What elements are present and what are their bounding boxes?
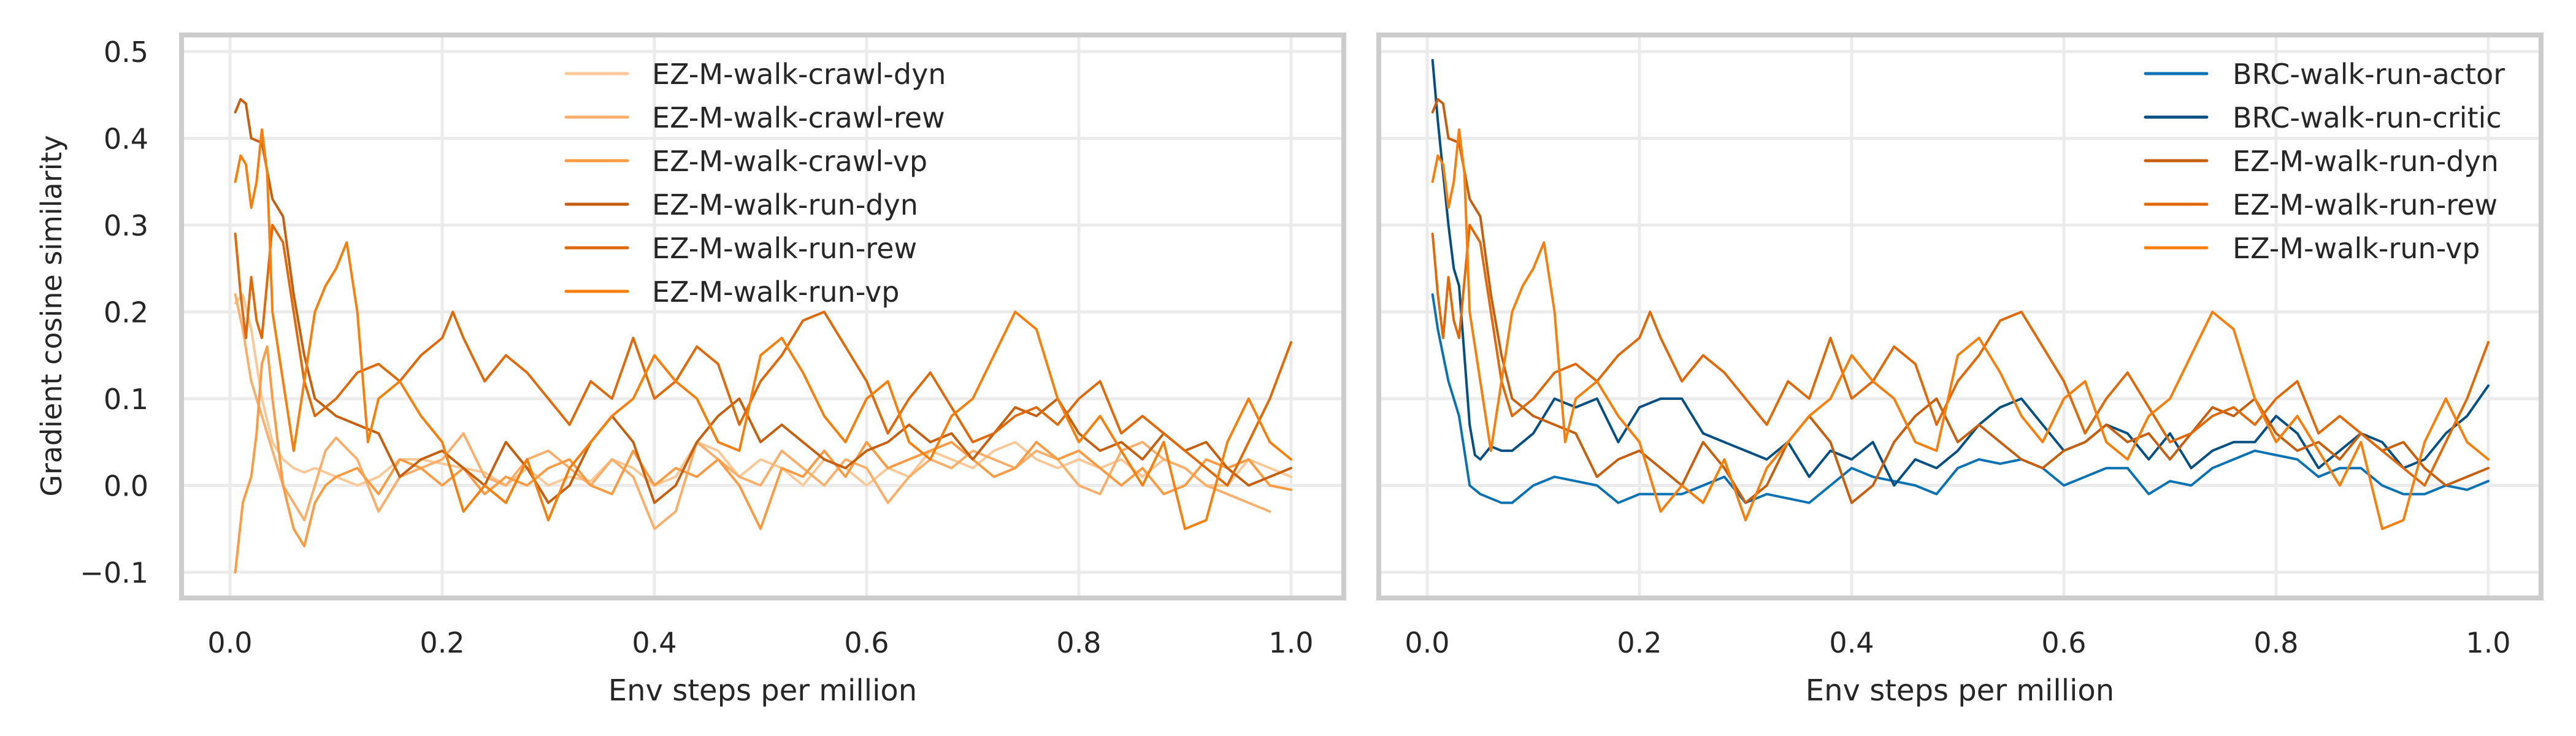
- x-tick-label: 0.4: [1829, 626, 1874, 659]
- legend-item: EZ-M-walk-run-rew: [2144, 188, 2497, 221]
- y-tick-label: 0.3: [104, 209, 148, 242]
- x-tick-label: 0.8: [1056, 626, 1101, 659]
- legend-label: EZ-M-walk-crawl-rew: [652, 101, 945, 134]
- legend-label: EZ-M-walk-run-dyn: [2233, 145, 2499, 178]
- x-tick-label: 1.0: [2466, 626, 2510, 659]
- line-ez-m-walk-run-vp: [234, 128, 1292, 531]
- legend-item: EZ-M-walk-crawl-vp: [564, 145, 927, 178]
- y-tick-label: 0.2: [104, 296, 148, 329]
- legend-label: BRC-walk-run-critic: [2233, 101, 2502, 134]
- legend-item: EZ-M-walk-run-rew: [564, 232, 917, 265]
- legend-item: EZ-M-walk-run-vp: [564, 275, 900, 309]
- line-ez-m-walk-run-vp: [1431, 128, 2490, 531]
- x-tick-label: 0.2: [420, 626, 464, 659]
- y-tick-label: 0.1: [104, 383, 148, 416]
- series-lines: [234, 98, 1292, 573]
- legend-label: EZ-M-walk-run-vp: [2233, 232, 2480, 265]
- legend-label: EZ-M-walk-run-vp: [652, 275, 900, 309]
- x-tick-label: 0.8: [2253, 626, 2298, 659]
- legend-label: EZ-M-walk-run-rew: [652, 232, 917, 265]
- left-panel: 0.0 0.2 0.4 0.6 0.8 1.0 −0.1 0.0 0.1 0.2 0.3 0.4 0.5…: [80, 33, 1346, 708]
- legend-item: EZ-M-walk-run-vp: [2144, 232, 2480, 265]
- x-axis-label: Env steps per million: [608, 673, 917, 708]
- x-tick-label: 0.2: [1617, 626, 1662, 659]
- legend-item: BRC-walk-run-actor: [2144, 58, 2505, 91]
- series-lines: [1431, 59, 2490, 531]
- legend-label: EZ-M-walk-crawl-dyn: [652, 58, 946, 91]
- x-tick-label: 0.0: [207, 626, 252, 659]
- legend-label: BRC-walk-run-actor: [2233, 58, 2505, 91]
- legend-item: EZ-M-walk-crawl-dyn: [564, 58, 946, 91]
- y-tick-label: 0.5: [104, 36, 148, 69]
- legend-item: BRC-walk-run-critic: [2144, 101, 2502, 134]
- legend-label: EZ-M-walk-run-dyn: [652, 188, 918, 221]
- legend: EZ-M-walk-crawl-dyn EZ-M-walk-crawl-rew EZ…: [564, 58, 946, 309]
- y-axis-label: Gradient cosine similarity: [35, 135, 68, 496]
- right-panel: 0.0 0.2 0.4 0.6 0.8 1.0 Env steps per million B…: [1376, 33, 2543, 708]
- x-tick-label: 0.4: [632, 626, 677, 659]
- plot-area: [1379, 35, 2541, 598]
- x-tick-label: 1.0: [1268, 626, 1313, 659]
- y-tick-label: −0.1: [80, 556, 148, 589]
- legend-item: EZ-M-walk-run-dyn: [564, 188, 918, 221]
- legend-label: EZ-M-walk-crawl-vp: [652, 145, 927, 178]
- line-ez-m-walk-crawl-vp: [234, 345, 1292, 573]
- legend: BRC-walk-run-actor BRC-walk-run-critic EZ-…: [2144, 58, 2505, 265]
- legend-item: EZ-M-walk-run-dyn: [2144, 145, 2499, 178]
- line-brc-walk-run-critic: [1431, 59, 2490, 487]
- line-ez-m-walk-run-dyn: [234, 98, 1292, 504]
- y-tick-label: 0.0: [104, 470, 148, 503]
- x-tick-label: 0.6: [844, 626, 889, 659]
- axes-frame: [1376, 33, 2543, 600]
- axes-frame: [179, 33, 1346, 600]
- line-ez-m-walk-run-rew: [1431, 224, 2490, 487]
- x-tick-label: 0.6: [2041, 626, 2086, 659]
- line-ez-m-walk-run-rew: [234, 224, 1292, 487]
- grid: [182, 35, 1344, 598]
- line-ez-m-walk-run-dyn: [1431, 98, 2490, 504]
- legend-label: EZ-M-walk-run-rew: [2233, 188, 2497, 221]
- y-tick-label: 0.4: [104, 123, 148, 156]
- grid: [1379, 35, 2541, 598]
- x-axis-label: Env steps per million: [1806, 673, 2114, 708]
- x-tick-label: 0.0: [1405, 626, 1449, 659]
- line-brc-walk-run-actor: [1431, 293, 2490, 504]
- legend-item: EZ-M-walk-crawl-rew: [564, 101, 945, 134]
